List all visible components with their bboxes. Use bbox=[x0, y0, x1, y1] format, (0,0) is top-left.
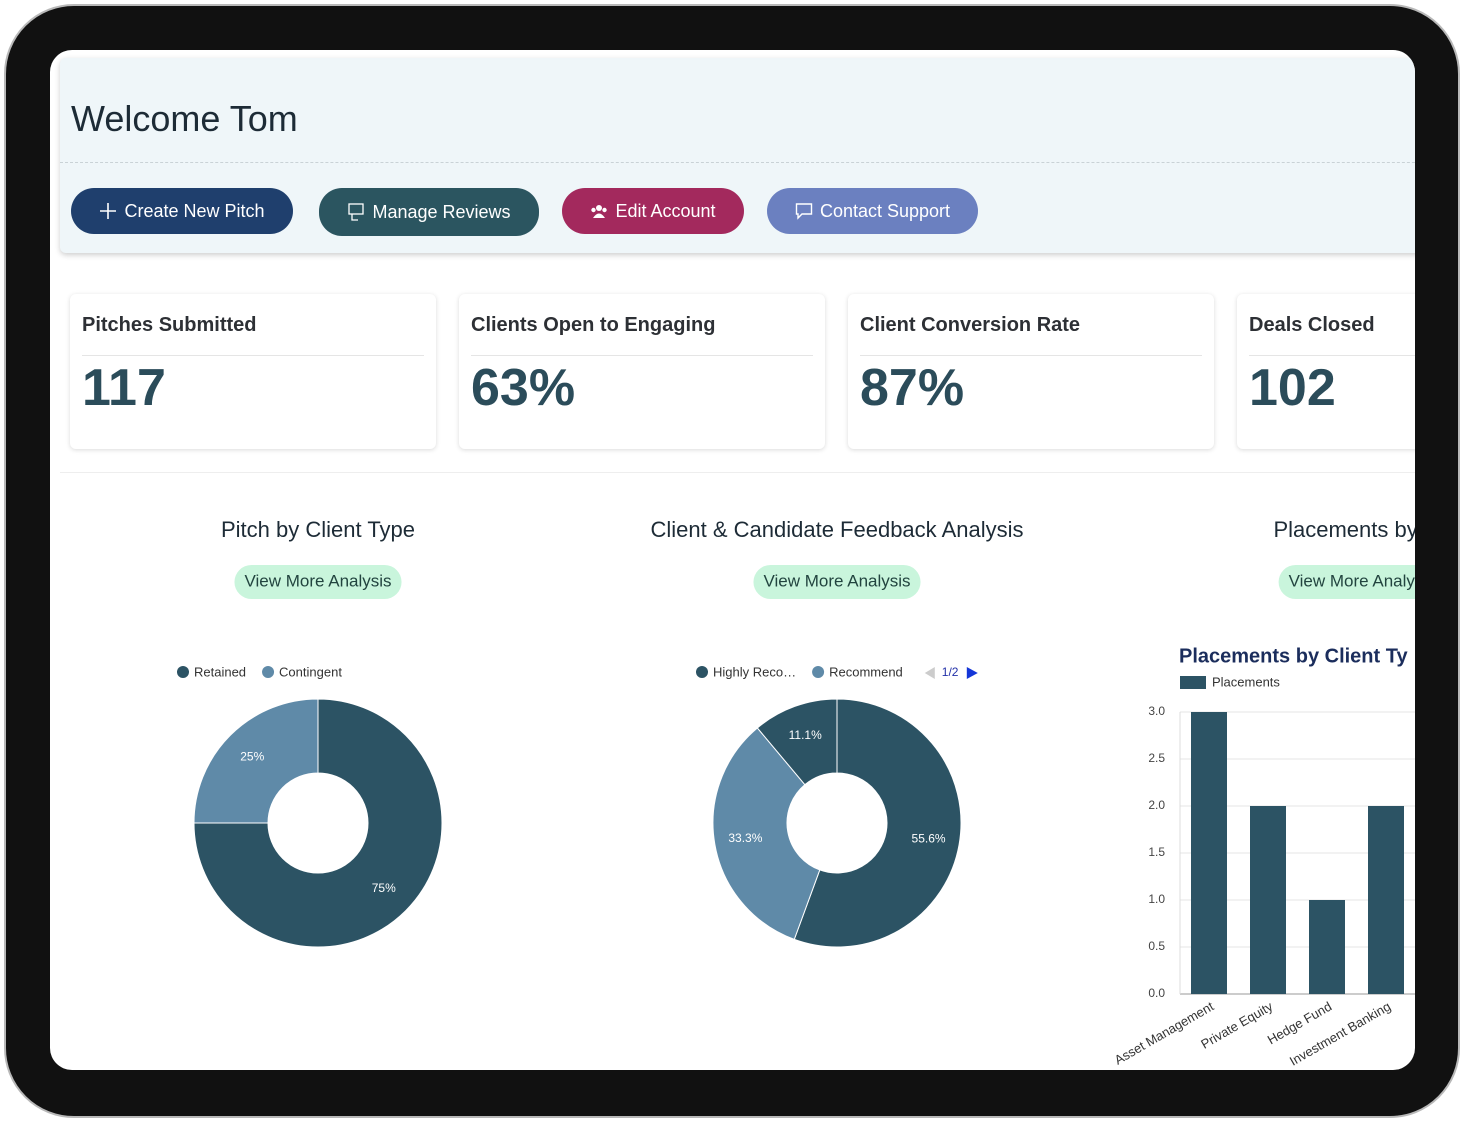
button-label: Contact Support bbox=[819, 200, 951, 221]
kpi-value: 117 bbox=[82, 359, 166, 417]
analysis-button[interactable] bbox=[753, 565, 921, 599]
divider bbox=[1249, 355, 1415, 356]
divider bbox=[860, 355, 1202, 356]
slice-label: 11.1% bbox=[789, 728, 822, 742]
users-icon bbox=[591, 205, 608, 218]
legend-label: Placements bbox=[1212, 674, 1280, 689]
contact-support-button[interactable]: Contact Support bbox=[767, 188, 978, 234]
y-tick-label: 3.0 bbox=[1148, 704, 1165, 718]
bar bbox=[1368, 806, 1404, 994]
x-tick-label: Asset Management bbox=[1112, 998, 1217, 1067]
legend-label: Recommend bbox=[829, 664, 903, 679]
panel-title: Pitch by Client Type bbox=[221, 517, 415, 542]
kpi-label: Pitches Submitted bbox=[82, 314, 257, 336]
legend-label: Contingent bbox=[279, 664, 342, 679]
panel-title: Placements by S bbox=[1273, 517, 1415, 542]
bar bbox=[1191, 712, 1227, 994]
x-tick-label: Investment Banking bbox=[1287, 999, 1393, 1069]
analysis-button[interactable] bbox=[234, 565, 402, 599]
bar bbox=[1250, 806, 1286, 994]
divider bbox=[60, 162, 1415, 163]
slice-label: 33.3% bbox=[728, 831, 762, 845]
y-tick-label: 0.0 bbox=[1148, 986, 1165, 1000]
y-tick-label: 2.0 bbox=[1148, 798, 1165, 812]
slice-label: 75% bbox=[372, 881, 396, 895]
charts: Pitch by Client Type View More Analysis Cl… bbox=[177, 517, 1415, 1069]
donut-slice bbox=[193, 698, 443, 948]
legend-swatch bbox=[696, 666, 708, 678]
reviews-icon bbox=[348, 203, 365, 221]
legend-pager: 1/2 bbox=[942, 665, 959, 679]
kpi-label: Client Conversion Rate bbox=[860, 314, 1081, 336]
donut-slice bbox=[756, 698, 838, 786]
legend-swatch bbox=[262, 666, 275, 678]
welcome-title: Welcome Tom bbox=[71, 98, 298, 139]
divider bbox=[82, 355, 424, 356]
kpi-value: 102 bbox=[1249, 359, 1336, 417]
kpi-value: 87% bbox=[860, 359, 965, 417]
slice-label: 25% bbox=[240, 749, 264, 763]
kpi-card: Pitches Submitted 117 bbox=[70, 294, 436, 449]
legend-label: Highly Reco… bbox=[713, 664, 796, 679]
donut-slice bbox=[712, 727, 821, 941]
screen: Welcome Tom Create New Pitch Manage Revi… bbox=[50, 50, 1415, 1070]
kpi-card: Deals Closed 102 bbox=[1237, 294, 1415, 449]
manage-reviews-button[interactable]: Manage Reviews bbox=[319, 188, 539, 236]
y-tick-label: 1.5 bbox=[1148, 845, 1165, 859]
donut-slice bbox=[193, 698, 319, 824]
analysis-button-label[interactable]: View More Analysis bbox=[244, 571, 391, 590]
y-tick-label: 2.5 bbox=[1148, 751, 1165, 765]
analysis-button-label[interactable]: View More Analysis bbox=[763, 571, 910, 590]
plus-icon bbox=[100, 203, 117, 219]
pager-next[interactable] bbox=[966, 667, 978, 679]
y-tick-label: 0.5 bbox=[1148, 939, 1165, 953]
edit-account-button[interactable]: Edit Account bbox=[562, 188, 744, 234]
header: Welcome Tom Create New Pitch Manage Revi… bbox=[60, 58, 1415, 253]
kpi-label: Clients Open to Engaging bbox=[471, 314, 716, 336]
panel-title: Client & Candidate Feedback Analysis bbox=[651, 517, 1024, 542]
chart-title: Placements by Client Ty bbox=[1179, 645, 1408, 667]
kpi-value: 63% bbox=[471, 359, 576, 417]
legend-label: Retained bbox=[194, 664, 246, 679]
button-label: Manage Reviews bbox=[372, 201, 511, 222]
kpi-card: Clients Open to Engaging 63% bbox=[459, 294, 825, 449]
legend-swatch bbox=[1180, 676, 1206, 689]
divider bbox=[471, 355, 813, 356]
kpi-label: Deals Closed bbox=[1249, 314, 1375, 336]
button-label: Edit Account bbox=[615, 200, 716, 221]
legend-swatch bbox=[177, 666, 189, 678]
analysis-button[interactable] bbox=[1278, 565, 1415, 599]
bar bbox=[1309, 900, 1345, 994]
pager-prev[interactable] bbox=[924, 667, 935, 679]
chat-icon bbox=[795, 203, 813, 220]
divider bbox=[60, 472, 1415, 473]
legend-swatch bbox=[812, 666, 825, 678]
kpi-card: Client Conversion Rate 87% bbox=[848, 294, 1214, 449]
analysis-button-label[interactable]: View More Analys bbox=[1289, 571, 1415, 590]
y-tick-label: 1.0 bbox=[1148, 892, 1165, 906]
create-pitch-button[interactable]: Create New Pitch bbox=[71, 188, 293, 234]
button-label: Create New Pitch bbox=[124, 200, 265, 221]
donut-slice bbox=[793, 698, 962, 948]
slice-label: 55.6% bbox=[912, 831, 946, 845]
